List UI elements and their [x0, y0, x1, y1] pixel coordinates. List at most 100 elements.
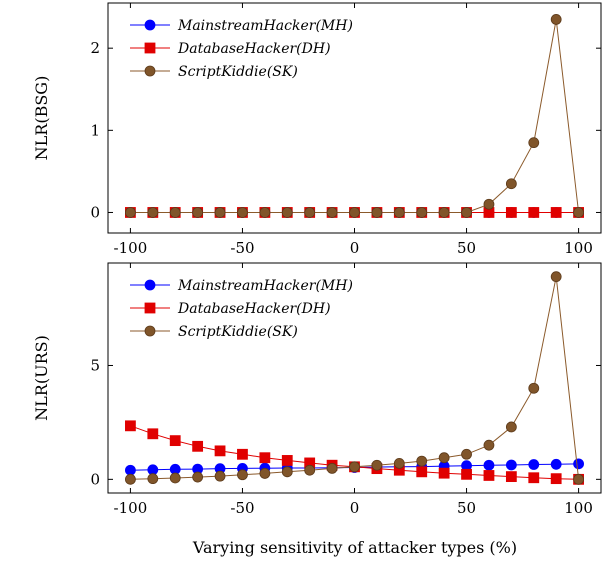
legend-label-mh: MainstreamHacker(MH)	[177, 278, 353, 294]
legend-label-mh: MainstreamHacker(MH)	[177, 18, 353, 34]
y-tick-label: 5	[90, 356, 100, 374]
x-tick-label: -100	[114, 239, 148, 257]
data-point-sk	[505, 421, 517, 433]
y-tick-label: 1	[90, 121, 100, 139]
data-point-sk	[259, 207, 271, 218]
data-point-sk	[416, 455, 428, 467]
data-point-sk	[214, 470, 226, 482]
x-tick-label: -100	[114, 499, 148, 517]
legend-marker-sk	[144, 325, 156, 337]
data-point-sk	[169, 207, 181, 218]
data-point-dh	[550, 473, 562, 485]
data-point-sk	[438, 452, 450, 464]
legend-marker-sk	[144, 65, 156, 77]
y-tick-label: 0	[90, 203, 100, 221]
x-tick-label: -50	[230, 239, 254, 257]
legend: MainstreamHacker(MH) DatabaseHacker(DH) Sc…	[130, 18, 353, 80]
chart-panel-bsg: -100 -50 0 50 100 0 1 2 MainstreamHacker(MH) Dat…	[32, 2, 602, 257]
series-layer	[125, 271, 584, 485]
data-point-mh	[550, 458, 562, 470]
data-point-dh	[528, 472, 540, 484]
series-sk	[125, 271, 584, 485]
data-point-dh	[192, 440, 204, 452]
x-tick-label: 100	[564, 239, 593, 257]
y-tick-label: 0	[90, 470, 100, 488]
legend-marker-mh	[144, 19, 156, 31]
data-point-dh	[169, 435, 181, 447]
tick-layer: -100 -50 0 50 100 0 1 2	[90, 3, 601, 257]
data-point-sk	[281, 207, 293, 218]
data-point-dh	[528, 207, 540, 218]
data-point-sk	[237, 469, 248, 481]
data-point-dh	[125, 420, 136, 432]
data-point-sk	[214, 207, 226, 218]
data-point-mh	[573, 458, 584, 470]
x-tick-label: 50	[457, 239, 476, 257]
data-point-sk	[349, 207, 360, 218]
data-point-dh	[550, 207, 562, 218]
data-point-dh	[438, 467, 450, 479]
data-point-sk	[326, 207, 338, 218]
data-point-sk	[349, 461, 360, 473]
y-axis-label: NLR(BSG)	[32, 76, 51, 161]
x-tick-label: -50	[230, 499, 254, 517]
data-point-dh	[461, 468, 472, 480]
plot-area-frame	[107, 262, 602, 494]
data-point-sk	[461, 207, 472, 218]
data-point-sk	[371, 459, 383, 471]
data-point-mh	[483, 459, 495, 471]
data-point-sk	[169, 472, 181, 484]
x-tick-label: 50	[457, 499, 476, 517]
plot-area-frame	[107, 2, 602, 234]
data-point-sk	[483, 439, 495, 451]
data-point-sk	[573, 207, 584, 218]
data-point-sk	[550, 14, 562, 25]
data-point-sk	[237, 207, 248, 218]
y-tick-label: 2	[90, 39, 100, 57]
data-point-sk	[505, 178, 517, 190]
data-point-sk	[304, 207, 316, 218]
data-point-dh	[505, 207, 517, 218]
legend: MainstreamHacker(MH) DatabaseHacker(DH) Sc…	[130, 278, 353, 340]
data-point-sk	[483, 198, 495, 210]
data-point-dh	[416, 466, 428, 478]
data-point-sk	[259, 468, 271, 479]
legend-marker-mh	[144, 279, 156, 291]
tick-layer: -100 -50 0 50 100 0 5	[90, 263, 601, 517]
legend-marker-dh	[144, 302, 156, 314]
data-point-sk	[393, 207, 405, 218]
series-sk	[125, 14, 584, 218]
data-point-mh	[505, 459, 517, 471]
data-point-sk	[438, 207, 450, 218]
data-point-sk	[125, 207, 136, 218]
data-point-dh	[237, 448, 248, 460]
data-point-sk	[393, 457, 405, 469]
legend-marker-dh	[144, 42, 156, 54]
legend-label-sk: ScriptKiddie(SK)	[178, 64, 298, 80]
data-point-sk	[304, 464, 316, 476]
data-point-dh	[281, 455, 293, 466]
data-point-sk	[192, 207, 204, 218]
data-point-dh	[259, 452, 271, 464]
data-point-dh	[147, 428, 159, 440]
y-axis-label: NLR(URS)	[32, 335, 51, 421]
data-point-sk	[416, 207, 428, 218]
x-tick-label: 100	[564, 499, 593, 517]
data-point-sk	[281, 466, 293, 478]
series-layer	[125, 14, 584, 218]
data-point-sk	[528, 137, 540, 149]
data-point-sk	[125, 473, 136, 485]
data-point-sk	[550, 271, 562, 283]
data-point-sk	[147, 207, 159, 218]
data-point-dh	[214, 445, 226, 457]
x-tick-label: 0	[350, 239, 360, 257]
data-point-sk	[192, 471, 204, 483]
data-point-mh	[125, 464, 136, 476]
data-point-dh	[505, 471, 517, 483]
data-point-sk	[461, 448, 472, 460]
x-axis-label: Varying sensitivity of attacker types (%…	[192, 538, 517, 557]
data-point-sk	[147, 473, 159, 485]
chart-panel-urs: -100 -50 0 50 100 0 5 MainstreamHacker(MH) Data…	[32, 262, 602, 517]
data-point-mh	[528, 459, 540, 470]
